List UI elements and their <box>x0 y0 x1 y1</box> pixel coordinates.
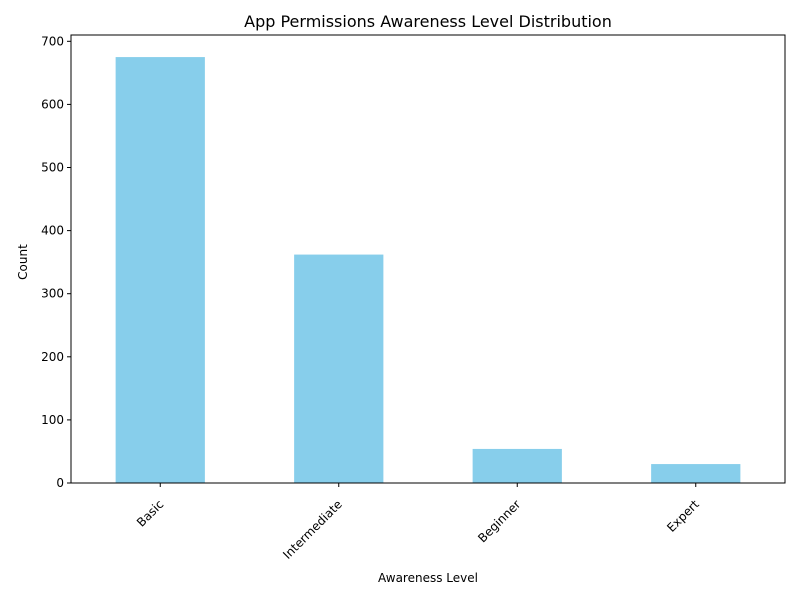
y-tick-label: 700 <box>41 34 64 48</box>
axes-frame <box>70 34 786 484</box>
y-axis-ticks: 0 100 200 300 400 500 600 700 <box>41 34 71 490</box>
bar-beginner <box>472 448 562 483</box>
y-tick-label: 0 <box>56 476 64 490</box>
y-tick-label: 200 <box>41 350 64 364</box>
x-tick-label: Intermediate <box>280 497 345 562</box>
bar-expert <box>651 464 741 483</box>
y-tick-label: 400 <box>41 224 64 238</box>
x-tick-label: Basic <box>134 497 166 529</box>
y-tick-label: 300 <box>41 287 64 301</box>
x-tick-label: Expert <box>664 497 702 535</box>
bar-basic <box>115 57 205 483</box>
chart-title: App Permissions Awareness Level Distribu… <box>244 12 612 31</box>
x-tick-label: Beginner <box>475 497 523 545</box>
bar-intermediate <box>294 254 384 483</box>
plot-area <box>70 34 786 484</box>
x-axis-ticks: Basic Intermediate Beginner Expert <box>134 483 702 562</box>
x-axis-label: Awareness Level <box>378 571 478 585</box>
y-tick-label: 600 <box>41 97 64 111</box>
y-tick-label: 100 <box>41 413 64 427</box>
y-tick-label: 500 <box>41 161 64 175</box>
y-axis-label: Count <box>16 244 30 280</box>
